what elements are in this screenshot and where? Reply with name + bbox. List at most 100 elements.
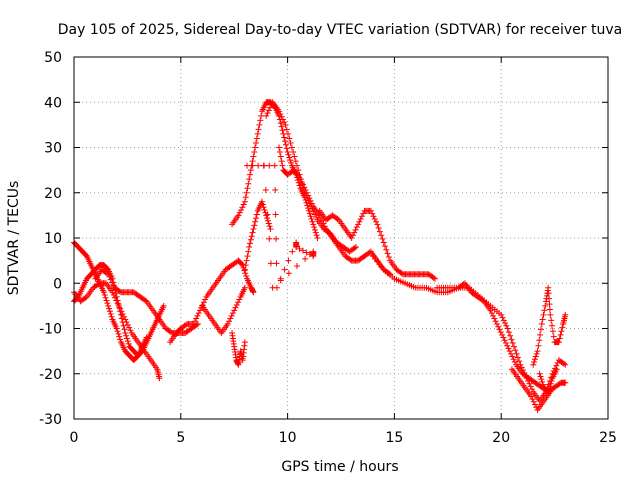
data-point [380, 239, 387, 246]
data-point [226, 318, 233, 325]
data-point [532, 353, 539, 360]
data-point [291, 153, 298, 160]
data-point [113, 325, 120, 332]
data-point [241, 284, 248, 291]
data-point [276, 149, 283, 156]
data-point [284, 149, 291, 156]
data-point [556, 335, 563, 342]
x-tick-label: 20 [492, 430, 510, 446]
data-point [114, 300, 121, 307]
data-point [235, 299, 242, 306]
data-point [537, 326, 544, 333]
data-point [510, 356, 517, 363]
data-point [352, 244, 359, 251]
data-point [233, 301, 240, 308]
data-point [247, 171, 254, 178]
data-point [286, 154, 293, 161]
data-point [370, 213, 377, 220]
data-point [301, 184, 308, 191]
data-point [260, 204, 267, 211]
data-point [351, 229, 358, 236]
data-point [527, 383, 534, 390]
data-point [283, 145, 290, 152]
data-point [123, 319, 130, 326]
data-point [271, 162, 278, 169]
data-point [263, 212, 270, 219]
series-arc-3 [71, 280, 163, 382]
data-point [546, 295, 553, 302]
data-point [367, 207, 374, 214]
data-point [550, 333, 557, 340]
data-point [250, 225, 257, 232]
data-point [105, 302, 112, 309]
data-point [103, 297, 110, 304]
data-point [273, 235, 280, 242]
data-point [277, 153, 284, 160]
data-point [120, 322, 127, 329]
data-point [307, 197, 314, 204]
y-tick-label: -30 [39, 412, 62, 428]
data-point [298, 178, 305, 185]
data-point [195, 310, 202, 317]
data-point [352, 226, 359, 233]
data-point [289, 248, 296, 255]
data-point [113, 297, 120, 304]
data-point [247, 167, 254, 174]
data-point [533, 404, 540, 411]
series-arc-12 [316, 207, 438, 282]
chart-title: Day 105 of 2025, Sidereal Day-to-day VTE… [58, 22, 622, 38]
data-point [540, 381, 547, 388]
data-point [512, 347, 519, 354]
data-point [279, 127, 286, 134]
data-point [321, 223, 328, 230]
series-arc-9 [241, 198, 274, 273]
data-point [246, 176, 253, 183]
data-point [307, 213, 314, 220]
data-point [313, 214, 320, 221]
data-point [549, 328, 556, 335]
data-point [287, 157, 294, 164]
data-point [202, 296, 209, 303]
data-point [398, 270, 405, 277]
data-point [109, 289, 116, 296]
data-point [545, 284, 552, 291]
data-point [247, 236, 254, 243]
data-point [308, 200, 315, 207]
data-point [288, 144, 295, 151]
data-point [117, 336, 124, 343]
data-point [562, 361, 569, 368]
data-point [302, 187, 309, 194]
y-tick-label: 30 [44, 141, 62, 157]
data-point [245, 180, 252, 187]
data-point [252, 218, 259, 225]
data-point [142, 297, 149, 304]
data-point [498, 311, 505, 318]
series-arc-5 [167, 257, 257, 346]
data-point [191, 318, 198, 325]
data-point [143, 334, 150, 341]
y-tick-label: 40 [44, 95, 62, 111]
data-point [355, 221, 362, 228]
data-point [227, 315, 234, 322]
grid-layer [74, 57, 608, 419]
data-point [509, 339, 516, 346]
data-point [528, 393, 535, 400]
data-point [528, 386, 535, 393]
data-point [106, 305, 113, 312]
y-tick-label: 10 [44, 231, 62, 247]
data-point [373, 218, 380, 225]
data-point [228, 312, 235, 319]
data-point [103, 270, 110, 277]
data-point [182, 321, 189, 328]
data-point [538, 320, 545, 327]
data-point [248, 233, 255, 240]
data-point [239, 204, 246, 211]
data-point [264, 217, 271, 224]
data-point [303, 189, 310, 196]
data-point [292, 158, 299, 165]
data-point [547, 380, 554, 387]
data-point [286, 135, 293, 142]
data-point [537, 331, 544, 338]
